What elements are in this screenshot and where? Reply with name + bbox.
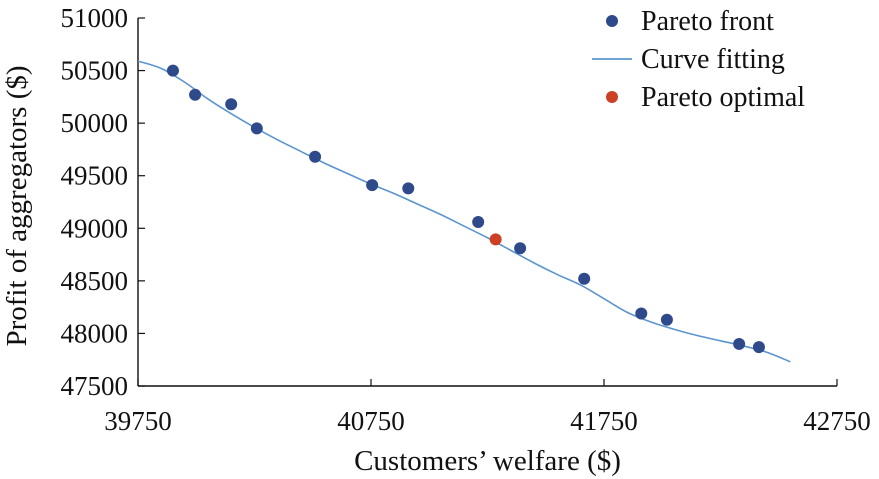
pareto-front-point [166, 64, 179, 77]
x-axis-label: Customers’ welfare ($) [354, 445, 621, 477]
axes [137, 18, 837, 387]
pareto-front-point [189, 88, 202, 101]
y-tick-label: 49000 [61, 213, 129, 243]
pareto-front-point [514, 242, 527, 255]
x-tick-label: 40750 [337, 406, 405, 436]
legend-dot-marker [606, 91, 618, 103]
y-tick-label: 48500 [61, 266, 129, 296]
y-tick-label: 48000 [61, 318, 129, 348]
plot-area [137, 60, 791, 363]
pareto-front-point [578, 272, 591, 285]
legend-label: Pareto optimal [641, 82, 805, 113]
ticks: 39750 40750 41750 42750 47500 48000 48500 49000… [61, 3, 871, 436]
pareto-front-point [752, 341, 765, 354]
legend: Pareto front Curve fitting Pareto optimal [592, 6, 805, 113]
y-tick-label: 51000 [61, 3, 129, 33]
x-tick-label: 41750 [570, 406, 638, 436]
y-tick-label: 47500 [61, 371, 129, 401]
pareto-front-point [309, 150, 322, 163]
pareto-front-point [660, 313, 673, 326]
x-tick-label: 42750 [803, 406, 871, 436]
curve-fitting-line [137, 60, 791, 363]
legend-label: Curve fitting [641, 44, 785, 75]
pareto-front-point [402, 182, 415, 195]
y-tick-label: 50000 [61, 108, 129, 138]
legend-label: Pareto front [641, 6, 774, 37]
y-tick-label: 49500 [61, 161, 129, 191]
y-tick-label: 50500 [61, 56, 129, 86]
y-axis-label: Profit of aggregators ($) [1, 65, 33, 346]
pareto-front-point [635, 307, 648, 320]
pareto-front-point [366, 179, 379, 192]
x-tick-label: 39750 [104, 406, 172, 436]
pareto-front-point [250, 122, 263, 135]
pareto-front-point [733, 337, 746, 350]
pareto-front-point [225, 98, 238, 111]
legend-dot-marker [606, 15, 618, 27]
pareto-front-point [472, 215, 485, 228]
pareto-optimal-point [489, 233, 502, 246]
